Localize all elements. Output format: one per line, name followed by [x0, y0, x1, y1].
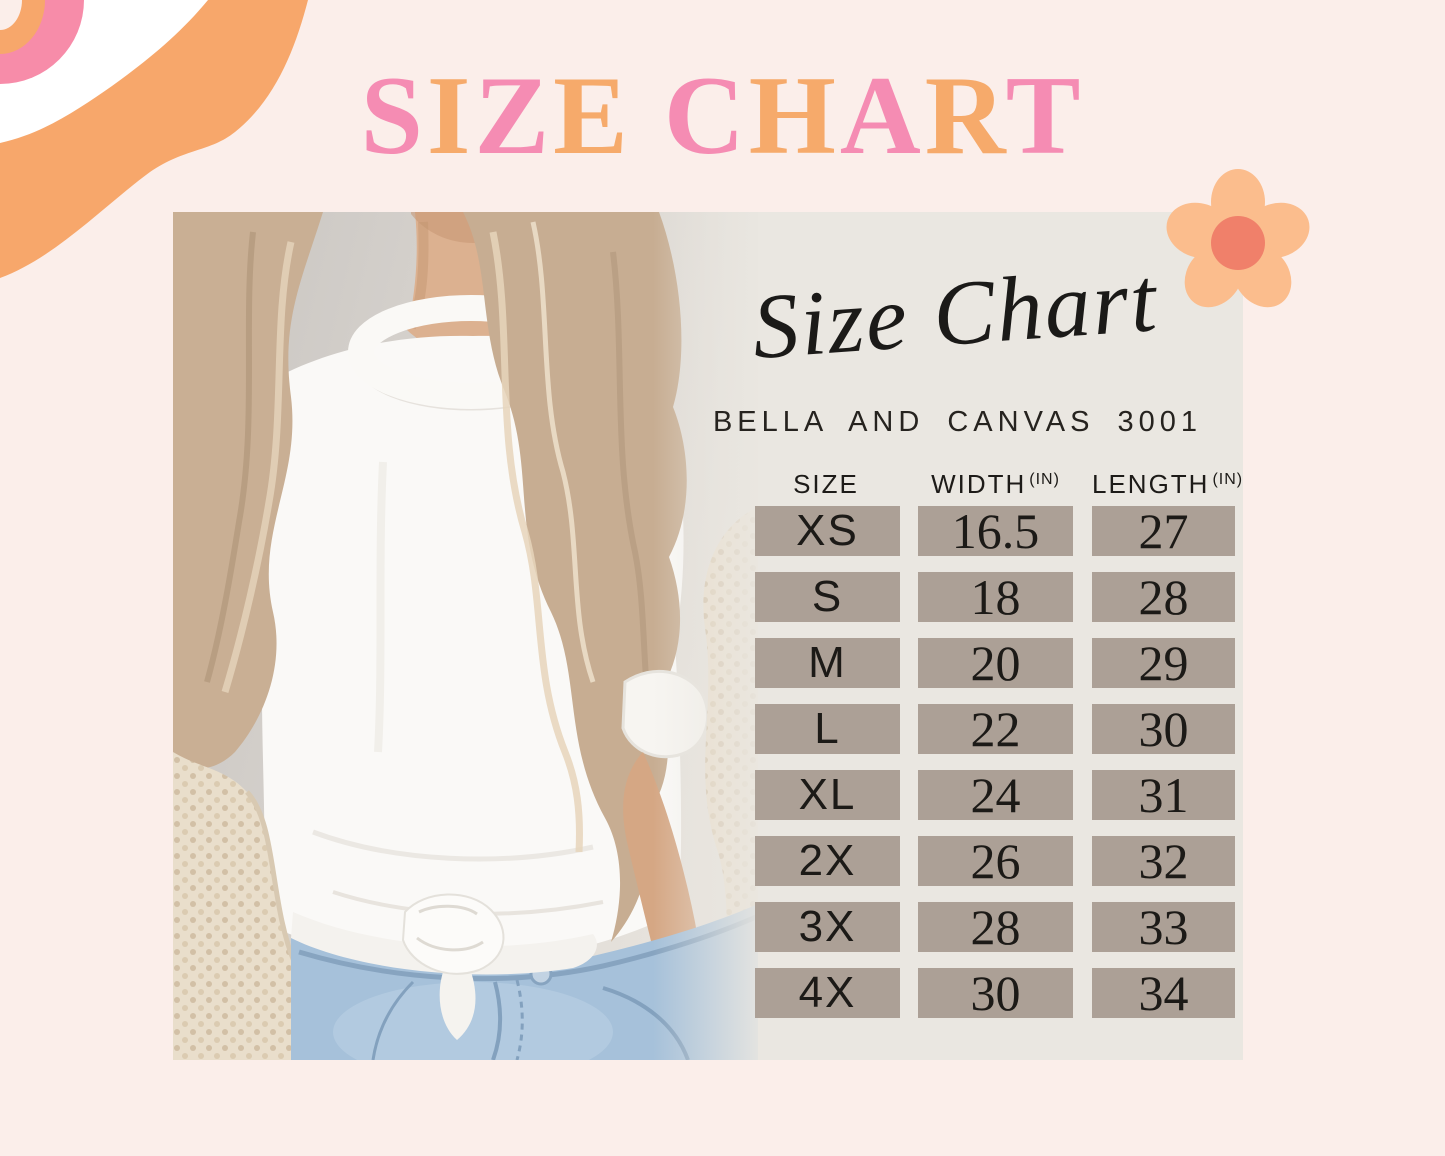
header-unit: (IN) [1212, 471, 1244, 488]
length-cell: 27 [1092, 503, 1235, 559]
size-row: M 20 29 [755, 635, 1236, 691]
length-cell: 34 [1092, 965, 1235, 1021]
width-cell: 20 [918, 635, 1073, 691]
subtitle: BELLA AND CANVAS 3001 [712, 406, 1203, 438]
size-cell: XS [755, 506, 900, 556]
size-cell: 2X [755, 836, 900, 886]
corner-swirl-decoration [0, 0, 308, 278]
photo-edge-blend [653, 212, 758, 1060]
width-cell: 26 [918, 833, 1073, 889]
title-letter: S [360, 54, 427, 178]
table-header-row: SIZE WIDTH (IN) LENGTH (IN) [755, 458, 1242, 500]
size-cell: L [755, 704, 900, 754]
size-row: XS 16.5 27 [755, 503, 1236, 559]
length-cell: 32 [1092, 833, 1235, 889]
width-cell: 18 [918, 569, 1073, 625]
length-column-header: LENGTH (IN) [1092, 469, 1242, 500]
size-cell: M [755, 638, 900, 688]
length-cell: 30 [1092, 701, 1235, 757]
size-cell: XL [755, 770, 900, 820]
title-letter: H [748, 54, 840, 178]
width-cell: 22 [918, 701, 1073, 757]
size-table-rows: XS 16.5 27 S 18 28 M 20 29 L 22 30 XL 24 31 2X 26 32 3X 28 3… [755, 503, 1236, 1021]
header-label: LENGTH [1092, 469, 1210, 499]
size-card [173, 212, 1243, 1060]
length-cell: 29 [1092, 635, 1235, 691]
title-letter: R [924, 54, 1006, 178]
size-row: 2X 26 32 [755, 833, 1236, 889]
size-cell: 3X [755, 902, 900, 952]
width-cell: 30 [918, 965, 1073, 1021]
size-row: L 22 30 [755, 701, 1236, 757]
title-letter: E [553, 54, 632, 178]
title-letter: Z [474, 54, 554, 178]
header-label: SIZE [793, 469, 859, 499]
width-cell: 24 [918, 767, 1073, 823]
flower-icon [1166, 169, 1310, 308]
model-photo [173, 212, 758, 1060]
header-unit: (IN) [1029, 471, 1060, 488]
title-letter [632, 54, 664, 178]
page-title: SIZE CHART [0, 57, 1445, 176]
length-cell: 33 [1092, 899, 1235, 955]
hair-right [463, 212, 687, 942]
cardigan-left [173, 752, 303, 1060]
title-letter: T [1005, 54, 1085, 178]
size-row: 3X 28 33 [755, 899, 1236, 955]
hair-left [173, 212, 323, 769]
size-row: 4X 30 34 [755, 965, 1236, 1021]
length-cell: 31 [1092, 767, 1235, 823]
header-label: WIDTH [931, 469, 1027, 499]
length-cell: 28 [1092, 569, 1235, 625]
size-row: S 18 28 [755, 569, 1236, 625]
size-cell: 4X [755, 968, 900, 1018]
size-column-header: SIZE [755, 469, 900, 500]
size-cell: S [755, 572, 900, 622]
tshirt-knot [291, 893, 597, 1040]
title-letter: C [663, 54, 749, 178]
size-row: XL 24 31 [755, 767, 1236, 823]
size-table: SIZE WIDTH (IN) LENGTH (IN) XS 16.5 27 S 18 28 M… [755, 458, 1242, 1021]
title-letter: A [839, 54, 925, 178]
width-cell: 16.5 [918, 503, 1073, 559]
title-letter: I [426, 54, 475, 178]
width-column-header: WIDTH (IN) [918, 469, 1073, 500]
width-cell: 28 [918, 899, 1073, 955]
